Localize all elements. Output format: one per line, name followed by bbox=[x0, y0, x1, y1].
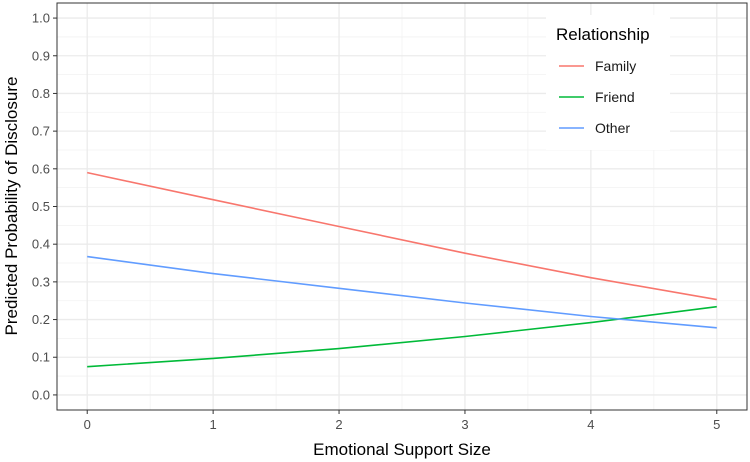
series-lines bbox=[87, 171, 717, 368]
y-tick-label: 0.8 bbox=[32, 86, 50, 101]
series-line-friend bbox=[87, 305, 717, 368]
x-tick-label: 5 bbox=[713, 417, 720, 432]
y-axis-ticks: 0.0 0.1 0.2 0.3 0.4 0.5 0.6 0.7 0.8 0.9 1.0 bbox=[32, 11, 57, 402]
y-tick-label: 0.2 bbox=[32, 312, 50, 327]
minor-gridlines bbox=[57, 3, 747, 410]
legend: Relationship Family Friend Other bbox=[546, 15, 670, 150]
legend-label-other: Other bbox=[595, 120, 630, 136]
x-tick-label: 3 bbox=[461, 417, 468, 432]
legend-label-friend: Friend bbox=[595, 89, 635, 105]
major-gridlines bbox=[57, 3, 747, 410]
legend-title: Relationship bbox=[556, 25, 650, 44]
x-axis-ticks: 0 1 2 3 4 5 bbox=[84, 410, 720, 432]
y-tick-label: 0.4 bbox=[32, 237, 50, 252]
y-tick-label: 0.3 bbox=[32, 274, 50, 289]
y-tick-label: 0.1 bbox=[32, 350, 50, 365]
y-tick-label: 0.0 bbox=[32, 387, 50, 402]
series-line-family bbox=[87, 171, 717, 301]
y-axis-title: Predicted Probability of Disclosure bbox=[2, 77, 21, 336]
series-line-other bbox=[87, 255, 717, 329]
x-tick-label: 0 bbox=[84, 417, 91, 432]
y-tick-label: 0.6 bbox=[32, 161, 50, 176]
y-tick-label: 0.9 bbox=[32, 48, 50, 63]
x-tick-label: 1 bbox=[210, 417, 217, 432]
x-axis-title: Emotional Support Size bbox=[313, 440, 491, 459]
x-tick-label: 4 bbox=[587, 417, 594, 432]
legend-items: Family Friend Other bbox=[559, 58, 636, 136]
y-tick-label: 0.7 bbox=[32, 124, 50, 139]
y-tick-label: 1.0 bbox=[32, 11, 50, 26]
x-tick-label: 2 bbox=[335, 417, 342, 432]
legend-label-family: Family bbox=[595, 58, 636, 74]
y-tick-label: 0.5 bbox=[32, 199, 50, 214]
